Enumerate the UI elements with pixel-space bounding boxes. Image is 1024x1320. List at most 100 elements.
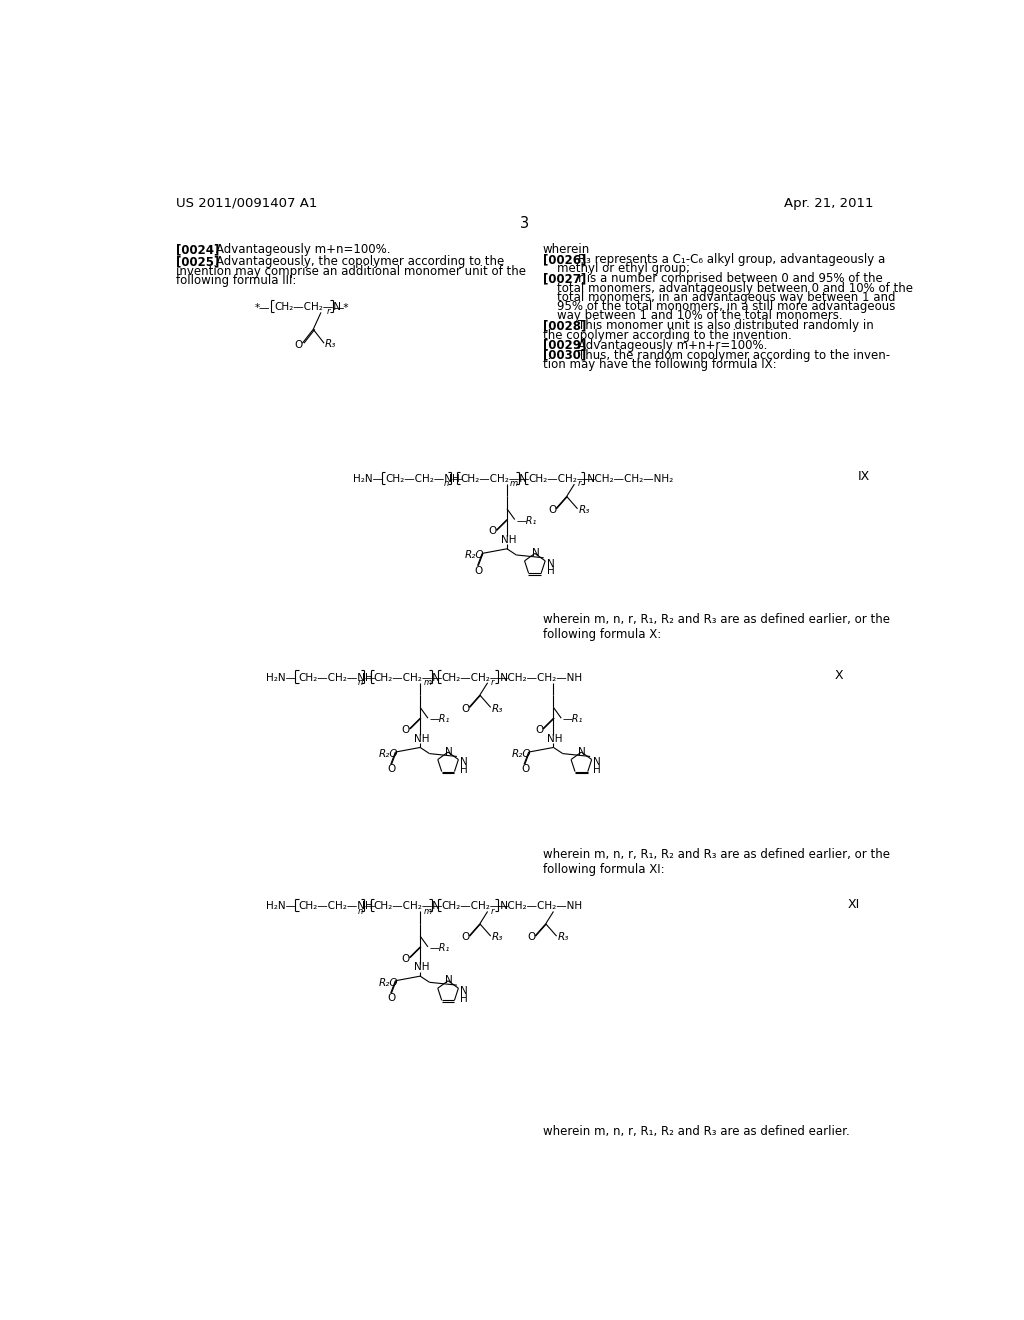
Text: r: r bbox=[490, 678, 495, 688]
Text: O: O bbox=[295, 341, 303, 350]
Text: m: m bbox=[423, 678, 431, 688]
Text: US 2011/0091407 A1: US 2011/0091407 A1 bbox=[176, 197, 317, 210]
Text: —R₁: —R₁ bbox=[429, 942, 450, 953]
Text: [0027]: [0027] bbox=[543, 272, 586, 285]
Text: CH₂—CH₂—N: CH₂—CH₂—N bbox=[274, 302, 341, 313]
Text: [0024]: [0024] bbox=[176, 243, 219, 256]
Text: H₂N—: H₂N— bbox=[266, 902, 296, 911]
Text: —*: —* bbox=[334, 302, 349, 313]
Text: invention may comprise an additional monomer unit of the: invention may comprise an additional mon… bbox=[176, 264, 526, 277]
Text: O: O bbox=[388, 993, 396, 1003]
Text: —CH₂—CH₂—NH₂: —CH₂—CH₂—NH₂ bbox=[585, 474, 674, 484]
Text: O: O bbox=[474, 566, 482, 576]
Text: R₃: R₃ bbox=[579, 506, 590, 515]
Text: N: N bbox=[531, 548, 540, 558]
Text: following formula III:: following formula III: bbox=[176, 275, 296, 286]
Text: This monomer unit is also distributed randomly in: This monomer unit is also distributed ra… bbox=[578, 319, 873, 333]
Text: CH₂—CH₂—N: CH₂—CH₂—N bbox=[374, 902, 440, 911]
Text: H: H bbox=[547, 566, 554, 577]
Text: [0025]: [0025] bbox=[176, 256, 219, 268]
Text: wherein m, n, r, R₁, R₂ and R₃ are as defined earlier, or the
following formula : wherein m, n, r, R₁, R₂ and R₃ are as de… bbox=[543, 847, 890, 875]
Text: [0029]: [0029] bbox=[543, 339, 586, 351]
Text: N: N bbox=[445, 747, 453, 756]
Text: O: O bbox=[521, 764, 529, 775]
Text: H: H bbox=[460, 764, 468, 775]
Text: H₂N—: H₂N— bbox=[266, 673, 296, 682]
Text: O: O bbox=[388, 764, 396, 775]
Text: r: r bbox=[328, 308, 331, 315]
Text: O: O bbox=[461, 704, 469, 714]
Text: CH₂—CH₂—NH: CH₂—CH₂—NH bbox=[299, 902, 374, 911]
Text: Apr. 21, 2011: Apr. 21, 2011 bbox=[784, 197, 873, 210]
Text: m: m bbox=[510, 479, 518, 488]
Text: R₃: R₃ bbox=[325, 339, 336, 350]
Text: CH₂—CH₂—N: CH₂—CH₂—N bbox=[374, 673, 440, 682]
Text: r: r bbox=[578, 479, 581, 488]
Text: Advantageously m+n=100%.: Advantageously m+n=100%. bbox=[216, 243, 391, 256]
Text: NH: NH bbox=[414, 734, 429, 743]
Text: wherein m, n, r, R₁, R₂ and R₃ are as defined earlier, or the
following formula : wherein m, n, r, R₁, R₂ and R₃ are as de… bbox=[543, 612, 890, 640]
Text: R₂O: R₂O bbox=[378, 978, 398, 987]
Text: N: N bbox=[579, 747, 586, 756]
Text: r: r bbox=[490, 907, 495, 916]
Text: R₃: R₃ bbox=[557, 932, 568, 942]
Text: O: O bbox=[401, 954, 410, 964]
Text: *—: *— bbox=[254, 302, 270, 313]
Text: —: — bbox=[452, 474, 462, 484]
Text: Advantageously m+n+r=100%.: Advantageously m+n+r=100%. bbox=[578, 339, 767, 351]
Text: CH₂—CH₂—NH: CH₂—CH₂—NH bbox=[385, 474, 460, 484]
Text: H: H bbox=[593, 764, 601, 775]
Text: —: — bbox=[432, 902, 442, 911]
Text: NH: NH bbox=[547, 734, 563, 743]
Text: X: X bbox=[835, 669, 844, 682]
Text: N: N bbox=[460, 986, 468, 995]
Text: wherein m, n, r, R₁, R₂ and R₃ are as defined earlier.: wherein m, n, r, R₁, R₂ and R₃ are as de… bbox=[543, 1125, 849, 1138]
Text: IX: IX bbox=[858, 470, 870, 483]
Text: XI: XI bbox=[847, 898, 859, 911]
Text: —CH₂—CH₂—NH: —CH₂—CH₂—NH bbox=[498, 902, 583, 911]
Text: 3: 3 bbox=[520, 216, 529, 231]
Text: NH: NH bbox=[501, 535, 516, 545]
Text: R₂O: R₂O bbox=[465, 550, 484, 560]
Text: total monomers, advantageously between 0 and 10% of the: total monomers, advantageously between 0… bbox=[557, 281, 912, 294]
Text: O: O bbox=[488, 527, 497, 536]
Text: O: O bbox=[548, 506, 556, 515]
Text: [0030]: [0030] bbox=[543, 348, 586, 362]
Text: CH₂—CH₂—N: CH₂—CH₂—N bbox=[441, 673, 508, 682]
Text: CH₂—CH₂—N: CH₂—CH₂—N bbox=[441, 902, 508, 911]
Text: CH₂—CH₂—N: CH₂—CH₂—N bbox=[528, 474, 595, 484]
Text: O: O bbox=[461, 932, 469, 942]
Text: CH₂—CH₂—N: CH₂—CH₂—N bbox=[461, 474, 527, 484]
Text: —: — bbox=[518, 474, 529, 484]
Text: O: O bbox=[401, 725, 410, 735]
Text: O: O bbox=[527, 932, 536, 942]
Text: N: N bbox=[460, 758, 468, 767]
Text: —: — bbox=[365, 902, 375, 911]
Text: [0028]: [0028] bbox=[543, 319, 586, 333]
Text: N: N bbox=[593, 758, 601, 767]
Text: total monomers, in an advantageous way between 1 and: total monomers, in an advantageous way b… bbox=[557, 290, 895, 304]
Text: 95% of the total monomers, in a still more advantageous: 95% of the total monomers, in a still mo… bbox=[557, 300, 895, 313]
Text: n: n bbox=[357, 678, 362, 688]
Text: N: N bbox=[547, 558, 554, 569]
Text: —CH₂—CH₂—NH: —CH₂—CH₂—NH bbox=[498, 673, 583, 682]
Text: O: O bbox=[535, 725, 543, 735]
Text: m: m bbox=[423, 907, 431, 916]
Text: N: N bbox=[445, 975, 453, 985]
Text: Thus, the random copolymer according to the inven-: Thus, the random copolymer according to … bbox=[578, 348, 890, 362]
Text: R₃: R₃ bbox=[492, 704, 503, 714]
Text: way between 1 and 10% of the total monomers.: way between 1 and 10% of the total monom… bbox=[557, 309, 842, 322]
Text: R₂O: R₂O bbox=[378, 748, 398, 759]
Text: wherein: wherein bbox=[543, 243, 590, 256]
Text: —: — bbox=[432, 673, 442, 682]
Text: Advantageously, the copolymer according to the: Advantageously, the copolymer according … bbox=[216, 256, 505, 268]
Text: CH₂—CH₂—NH: CH₂—CH₂—NH bbox=[299, 673, 374, 682]
Text: n: n bbox=[357, 907, 362, 916]
Text: NH: NH bbox=[414, 962, 429, 973]
Text: the copolymer according to the invention.: the copolymer according to the invention… bbox=[543, 329, 792, 342]
Text: R₃ represents a C₁-C₆ alkyl group, advantageously a: R₃ represents a C₁-C₆ alkyl group, advan… bbox=[578, 253, 885, 267]
Text: [0026]: [0026] bbox=[543, 253, 586, 267]
Text: R₂O: R₂O bbox=[512, 748, 531, 759]
Text: —R₁: —R₁ bbox=[429, 714, 450, 725]
Text: H₂N—: H₂N— bbox=[352, 474, 383, 484]
